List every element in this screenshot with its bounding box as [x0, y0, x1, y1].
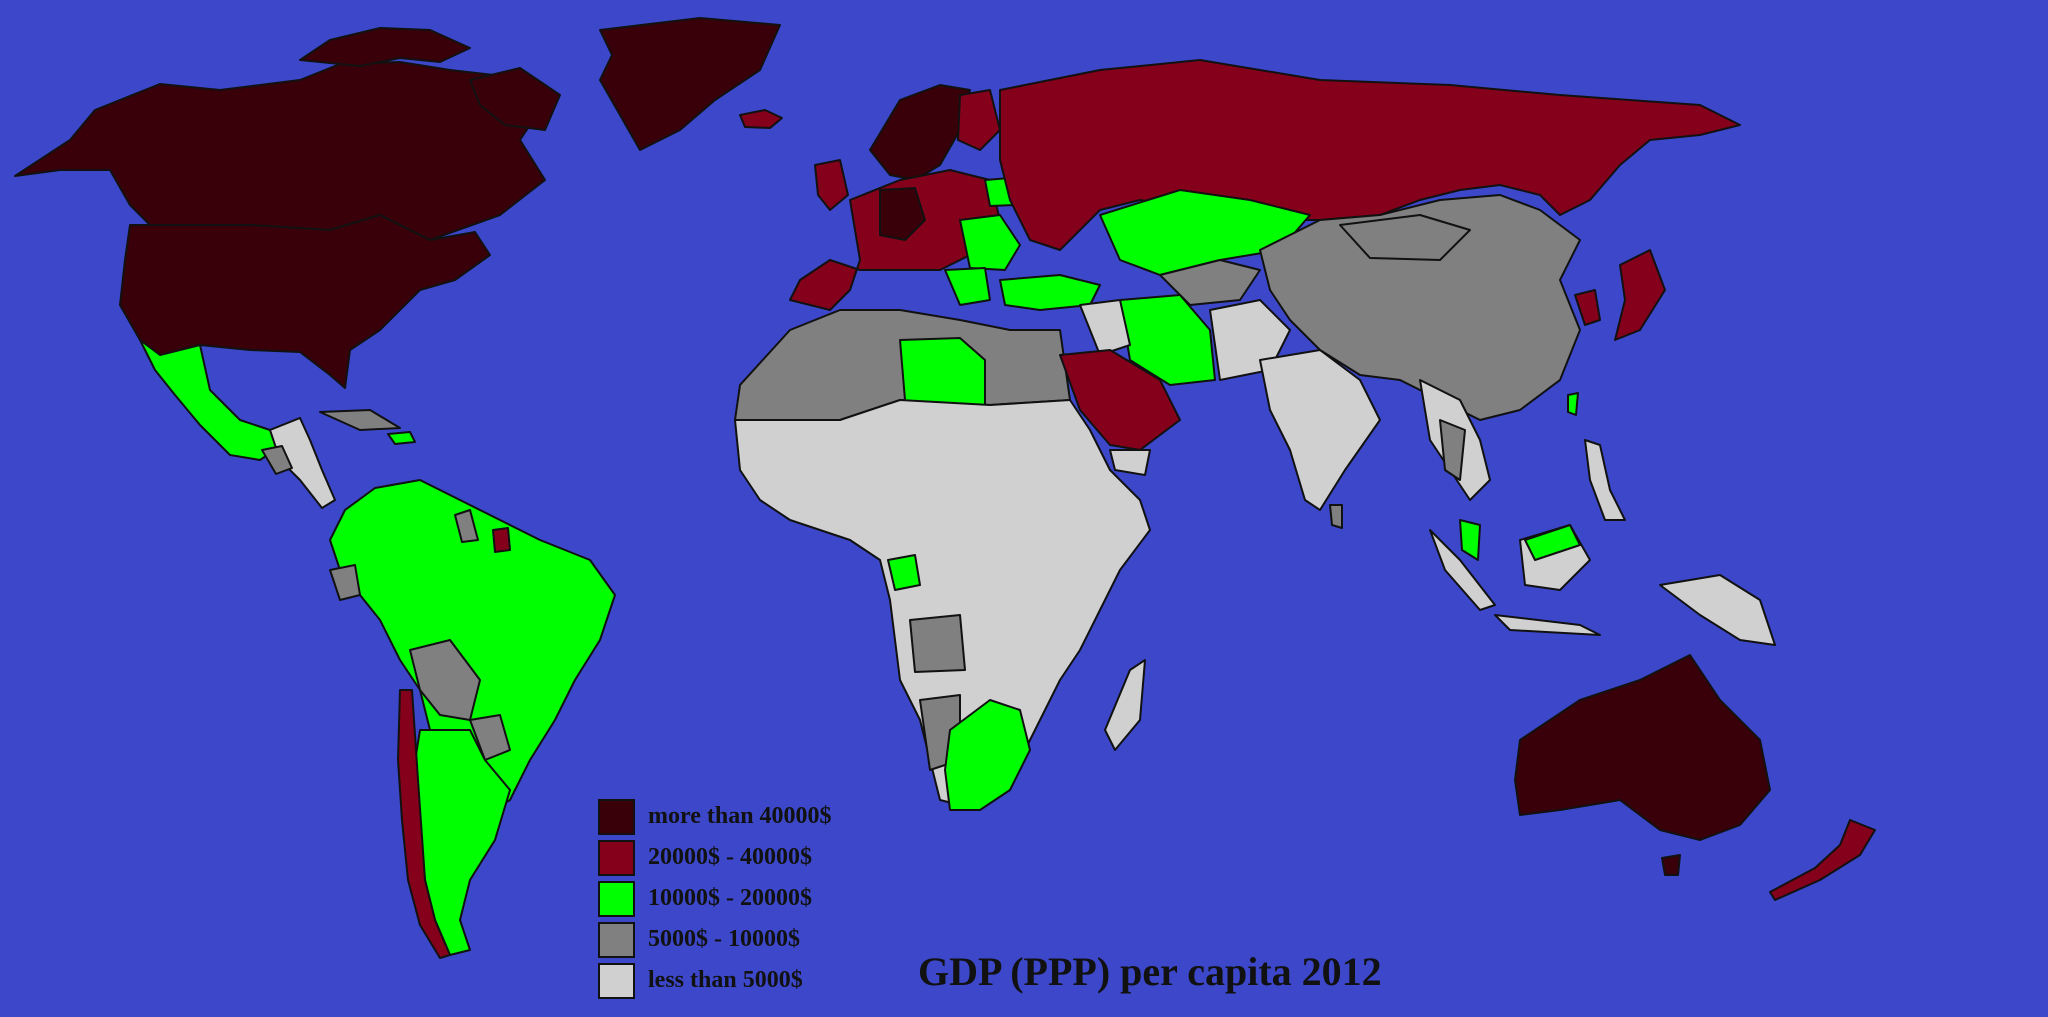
- region-south-africa: [944, 699, 1031, 811]
- region-india: [1259, 349, 1381, 511]
- region-thailand: [1439, 419, 1466, 481]
- region-philippines: [1584, 439, 1626, 521]
- region-dominican: [387, 431, 416, 445]
- region-paraguay: [469, 714, 511, 761]
- legend-item: 10000$ - 20000$: [598, 878, 832, 919]
- region-australia: [1514, 654, 1771, 841]
- region-germany: [879, 187, 926, 241]
- region-saudi-arabia: [1059, 349, 1181, 451]
- legend-swatch: [598, 798, 635, 835]
- region-gabon: [887, 554, 921, 591]
- region-eastern-europe: [959, 214, 1021, 271]
- legend-item: 20000$ - 40000$: [598, 837, 832, 878]
- map-title: GDP (PPP) per capita 2012: [918, 949, 1382, 994]
- region-china: [1259, 194, 1581, 421]
- region-tasmania: [1661, 854, 1681, 876]
- region-iceland: [739, 109, 783, 129]
- region-canada: [14, 61, 546, 241]
- region-sri-lanka: [1329, 504, 1343, 529]
- region-sabah: [1524, 524, 1581, 561]
- region-malaysia: [1459, 519, 1481, 561]
- region-balkans: [944, 267, 991, 306]
- legend-label: 10000$ - 20000$: [648, 885, 812, 911]
- region-guyana: [454, 509, 479, 543]
- region-new-guinea: [1659, 574, 1776, 646]
- region-taiwan: [1567, 392, 1579, 416]
- region-sumatra: [1429, 529, 1496, 611]
- region-madagascar: [1104, 659, 1146, 751]
- region-cuba: [319, 409, 401, 431]
- region-finland: [957, 89, 1001, 151]
- legend-label: less than 5000$: [648, 967, 803, 993]
- region-guatemala: [261, 445, 293, 475]
- region-guiana: [492, 527, 511, 553]
- legend-swatch: [598, 880, 635, 917]
- legend-label: more than 40000$: [648, 803, 832, 829]
- region-iran: [1119, 294, 1216, 386]
- map-legend: more than 40000$ 20000$ - 40000$ 10000$ …: [598, 796, 832, 1001]
- region-western-europe: [789, 169, 1001, 311]
- region-angola: [909, 614, 966, 673]
- region-japan: [1614, 249, 1666, 341]
- region-greenland: [599, 17, 781, 151]
- region-yemen: [1109, 449, 1151, 476]
- region-java: [1494, 614, 1601, 636]
- legend-swatch: [598, 839, 635, 876]
- legend-label: 5000$ - 10000$: [648, 926, 800, 952]
- legend-swatch: [598, 962, 635, 999]
- legend-label: 20000$ - 40000$: [648, 844, 812, 870]
- legend-item: more than 40000$: [598, 796, 832, 837]
- region-arctic-islands: [299, 27, 471, 67]
- region-mongolia: [1339, 214, 1471, 261]
- region-uk: [814, 159, 849, 211]
- region-baffin: [469, 67, 561, 131]
- region-iraq: [1079, 299, 1131, 356]
- legend-swatch: [598, 921, 635, 958]
- region-chile: [397, 689, 451, 959]
- region-south-korea: [1574, 289, 1601, 326]
- region-new-zealand: [1769, 819, 1876, 901]
- legend-item: less than 5000$: [598, 960, 832, 1001]
- legend-item: 5000$ - 10000$: [598, 919, 832, 960]
- region-ecuador: [329, 564, 361, 601]
